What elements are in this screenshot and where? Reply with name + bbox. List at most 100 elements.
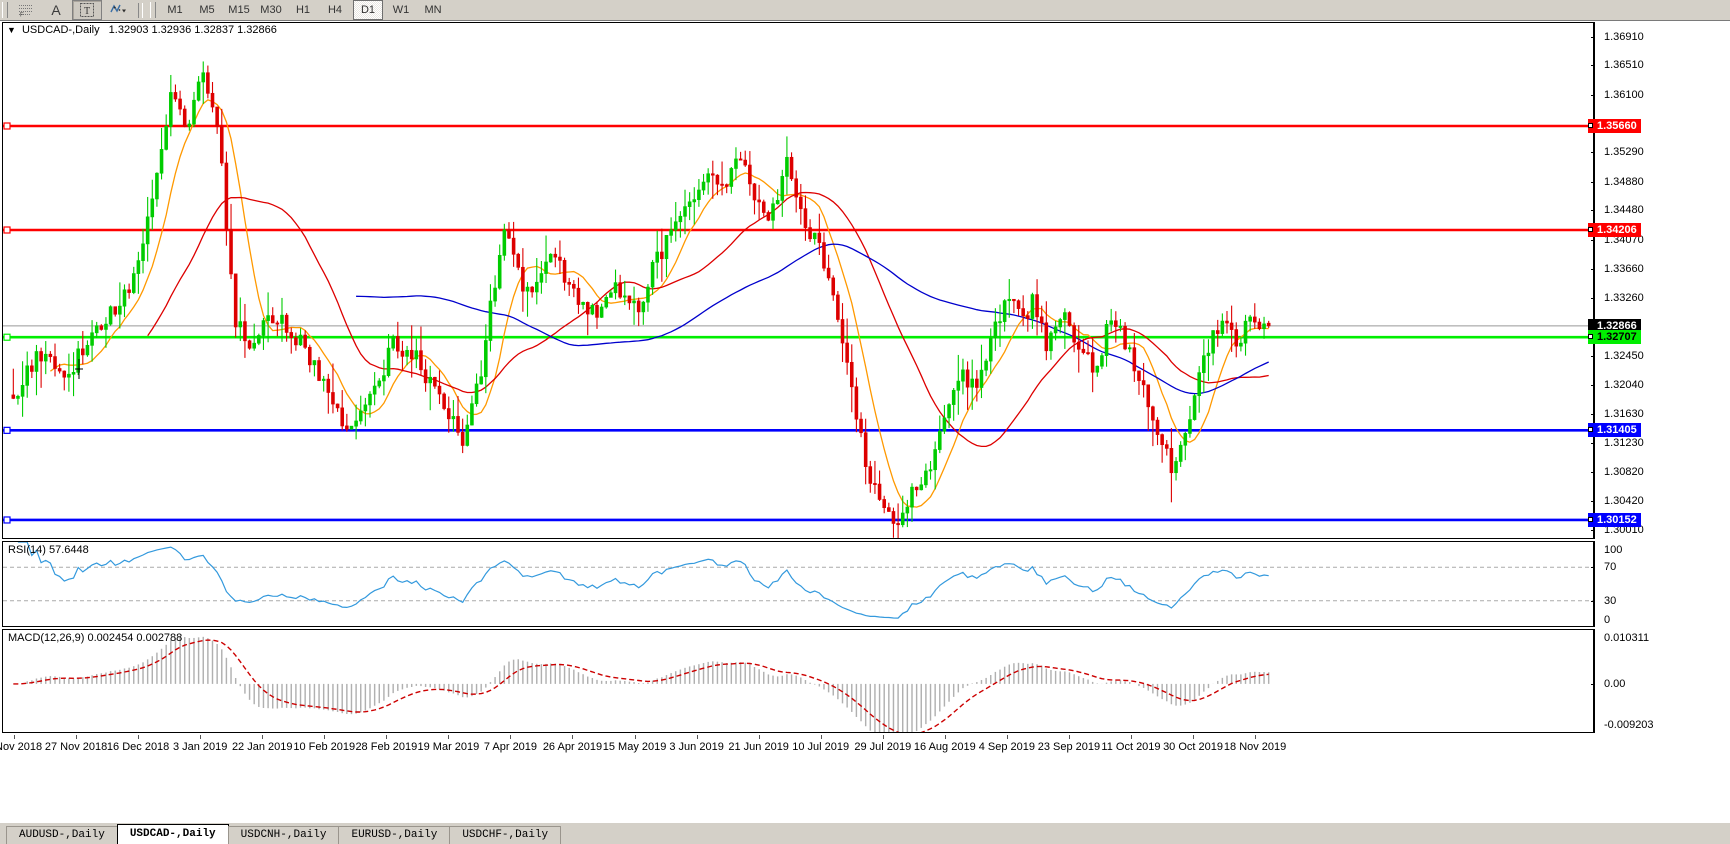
price-tick: 1.31630 <box>1591 408 1644 420</box>
date-label: 15 May 2019 <box>602 741 667 753</box>
level-line-support[interactable] <box>3 333 1593 341</box>
level-line-resistance[interactable] <box>3 226 1593 234</box>
price-tag-last-price[interactable]: 1.32866 <box>1588 318 1641 333</box>
macd-histogram <box>17 636 1270 732</box>
main-toolbar: F A T M1 M5 M15 M30 H1 H4 D1 W1 MN <box>0 0 1730 20</box>
timeframe-mn[interactable]: MN <box>424 4 442 16</box>
timeframe-w1[interactable]: W1 <box>392 4 410 16</box>
symbol-label: USDCAD-,Daily <box>21 24 100 36</box>
chart-tab-usdchf[interactable]: USDCHF-,Daily <box>449 826 562 844</box>
price-tag-resistance[interactable]: 1.34206 <box>1588 223 1641 237</box>
chart-tab-usdcnh[interactable]: USDCNH-,Daily <box>227 826 340 844</box>
price-axis[interactable]: 1.36910 1.36510 1.36100 1.35290 1.34880 1.344… <box>1588 22 1730 539</box>
date-tick <box>510 735 512 739</box>
collapse-icon[interactable]: ▼ <box>7 25 16 35</box>
price-tick: 1.36510 <box>1591 59 1644 71</box>
timeframe-h1[interactable]: H1 <box>295 4 311 16</box>
objects-icon[interactable] <box>104 1 132 19</box>
date-label: 7 Apr 2019 <box>483 741 538 753</box>
ma-fast-line <box>50 99 1269 508</box>
date-tick <box>1006 735 1008 739</box>
date-label: 26 Apr 2019 <box>542 741 603 753</box>
date-label: 8 Nov 2018 <box>0 741 43 753</box>
date-tick <box>76 735 78 739</box>
date-tick <box>200 735 202 739</box>
ohlc-values: 1.32903 1.32936 1.32837 1.32866 <box>108 24 277 36</box>
date-tick <box>448 735 450 739</box>
date-label: 11 Oct 2019 <box>1101 741 1161 753</box>
timeframe-h4[interactable]: H4 <box>327 4 343 16</box>
rsi-tick: 70 <box>1591 561 1616 573</box>
date-tick <box>696 735 698 739</box>
rsi-line <box>17 542 1269 619</box>
date-tick <box>324 735 326 739</box>
timeframe-d1[interactable]: D1 <box>353 0 383 20</box>
price-tag-support[interactable]: 1.31405 <box>1588 423 1641 438</box>
date-label: 27 Nov 2018 <box>44 741 108 753</box>
level-line-resistance[interactable] <box>3 122 1593 130</box>
price-tick: 1.31230 <box>1591 437 1644 449</box>
timeframe-m30[interactable]: M30 <box>260 4 282 16</box>
date-tick <box>262 735 264 739</box>
date-label: 10 Feb 2019 <box>293 741 356 753</box>
chart-frame: ▼ USDCAD-,Daily 1.32903 1.32936 1.32837 … <box>0 20 1730 823</box>
rsi-chart-canvas[interactable] <box>3 542 1593 626</box>
ma-slow-line <box>356 243 1269 395</box>
chart-tabbar: AUDUSD-,Daily USDCAD-,Daily USDCNH-,Daily E… <box>0 822 1730 844</box>
price-chart-canvas[interactable] <box>3 23 1593 538</box>
svg-text:T: T <box>84 6 90 17</box>
date-label: 16 Aug 2019 <box>913 741 976 753</box>
timeframe-m5[interactable]: M5 <box>199 4 215 16</box>
price-tag-support[interactable]: 1.32707 <box>1588 330 1641 345</box>
date-tick <box>820 735 822 739</box>
macd-chart-canvas[interactable] <box>3 630 1593 732</box>
macd-tick: -0.009203 <box>1604 719 1654 731</box>
date-label: 22 Jan 2019 <box>231 741 293 753</box>
toolbar-separator <box>138 2 143 18</box>
macd-tick: 0.00 <box>1591 678 1625 690</box>
date-label: 3 Jun 2019 <box>669 741 724 753</box>
date-label: 4 Sep 2019 <box>978 741 1036 753</box>
price-tag-support[interactable]: 1.30152 <box>1588 512 1641 527</box>
date-label: 21 Jun 2019 <box>728 741 789 753</box>
timeframe-m1[interactable]: M1 <box>167 4 183 16</box>
timeframe-m15[interactable]: M15 <box>228 4 250 16</box>
date-tick <box>1068 735 1070 739</box>
svg-text:F: F <box>20 13 24 18</box>
level-line-support[interactable] <box>3 516 1593 524</box>
macd-axis: 0.010311 0.00 -0.009203 <box>1591 629 1730 733</box>
date-label: 28 Feb 2019 <box>355 741 418 753</box>
crosshair-icon[interactable]: F <box>12 1 40 19</box>
label-tool-icon[interactable]: T <box>72 0 102 20</box>
chart-tab-eurusd[interactable]: EURUSD-,Daily <box>338 826 451 844</box>
date-tick <box>944 735 946 739</box>
timeframe-grip[interactable] <box>150 2 156 18</box>
toolbar-grip[interactable] <box>2 2 8 18</box>
rsi-pane[interactable]: RSI(14) 57.6448 <box>2 541 1594 627</box>
chart-tab-usdcad[interactable]: USDCAD-,Daily <box>116 824 229 844</box>
price-pane[interactable]: ▼ USDCAD-,Daily 1.32903 1.32936 1.32837 … <box>2 22 1594 539</box>
candlestick-series <box>11 61 1271 538</box>
date-label: 16 Dec 2018 <box>106 741 170 753</box>
price-tag-resistance[interactable]: 1.35660 <box>1588 119 1641 133</box>
price-tick: 1.30820 <box>1591 466 1644 478</box>
date-tick <box>758 735 760 739</box>
price-tick: 1.33660 <box>1591 263 1644 275</box>
macd-signal-line <box>13 639 1269 732</box>
price-tick: 1.35290 <box>1591 146 1644 158</box>
date-tick <box>882 735 884 739</box>
price-tick: 1.34880 <box>1591 176 1644 188</box>
date-tick <box>572 735 574 739</box>
rsi-tick: 100 <box>1604 544 1623 556</box>
macd-pane[interactable]: MACD(12,26,9) 0.002454 0.002788 <box>2 629 1594 733</box>
chart-tab-audusd[interactable]: AUDUSD-,Daily <box>6 826 118 844</box>
date-tick <box>386 735 388 739</box>
text-tool-icon[interactable]: A <box>51 2 61 18</box>
date-label: 3 Jan 2019 <box>172 741 228 753</box>
macd-tick: 0.010311 <box>1604 632 1650 644</box>
level-line-support[interactable] <box>3 426 1593 434</box>
date-label: 19 Mar 2019 <box>417 741 480 753</box>
price-tick: 1.36100 <box>1591 89 1644 101</box>
